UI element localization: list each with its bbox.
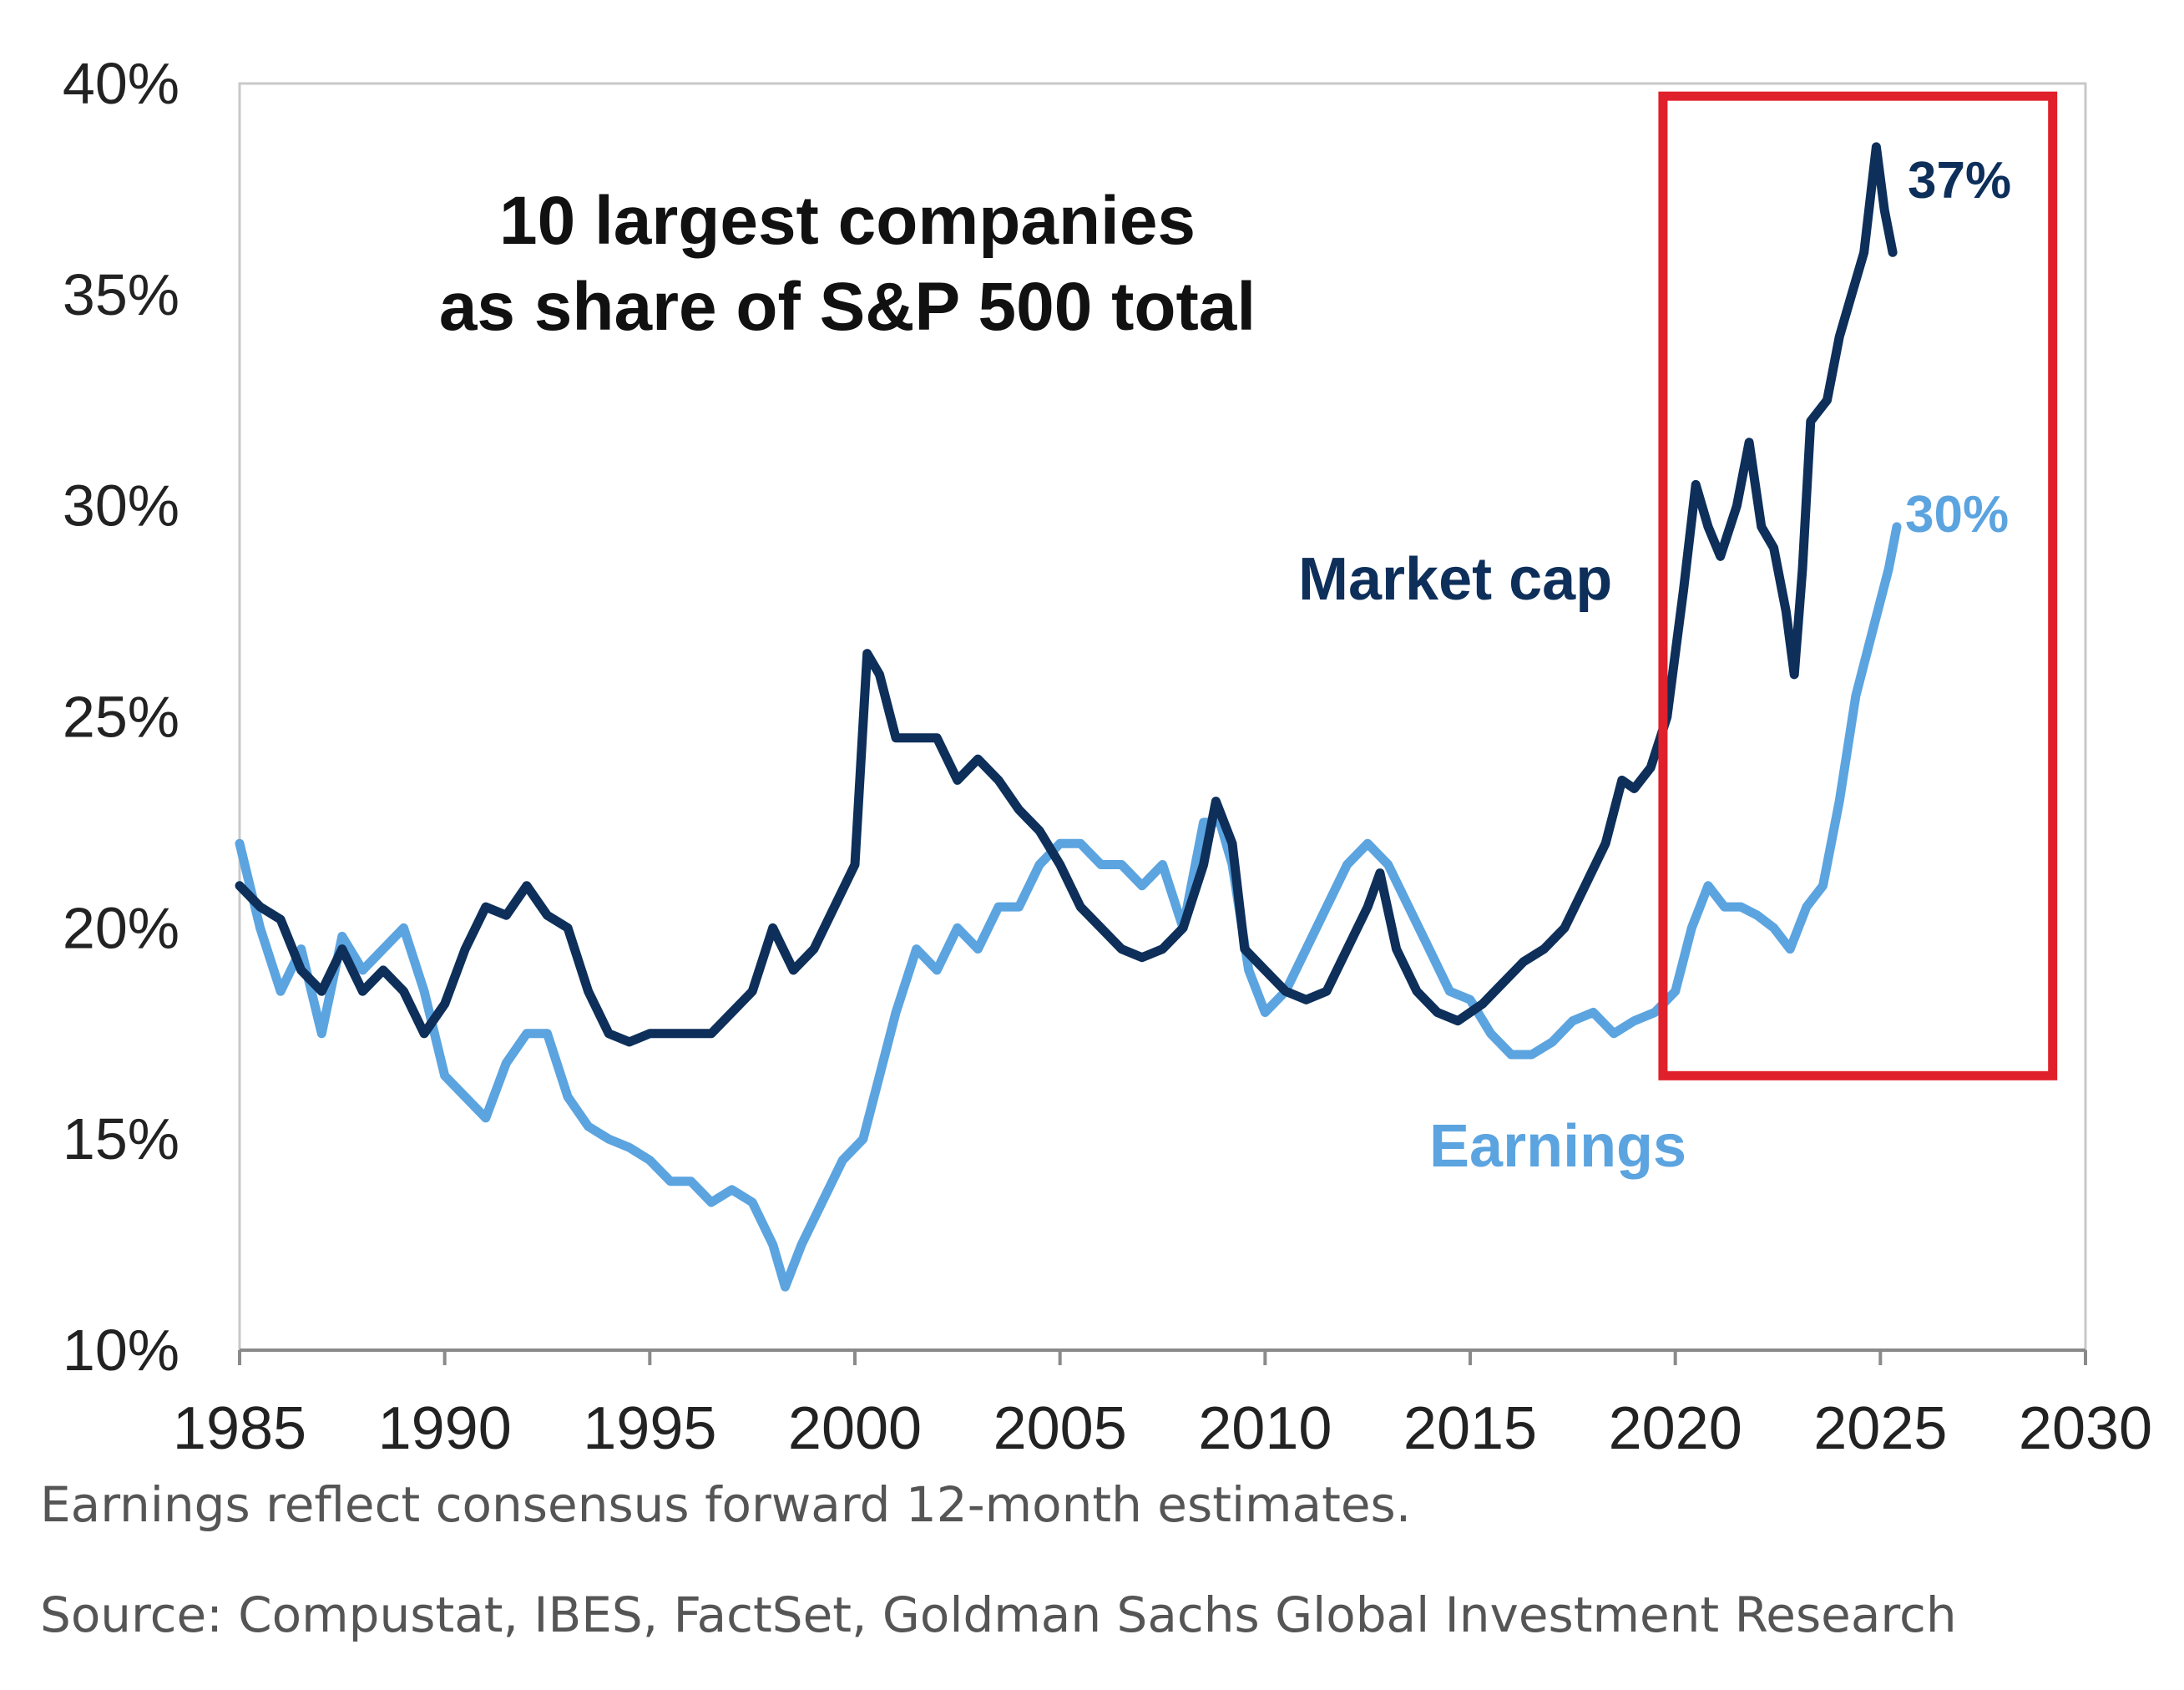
x-tick-label: 2020: [1609, 1395, 1742, 1462]
y-tick-label: 20%: [63, 895, 179, 960]
x-tick-label: 1995: [583, 1395, 716, 1462]
x-tick-label: 1985: [173, 1395, 306, 1462]
footnote-source: Source: Compustat, IBES, FactSet, Goldma…: [40, 1586, 1957, 1643]
chart-title-line-2: as share of S&P 500 total: [439, 269, 1256, 345]
series-line-earnings: [235, 522, 1902, 1292]
y-tick-label: 35%: [63, 262, 179, 327]
y-tick-label: 15%: [63, 1106, 179, 1171]
y-tick-label: 30%: [63, 473, 179, 539]
end-label-market-cap: 37%: [1908, 152, 2011, 210]
series-label-earnings: Earnings: [1429, 1113, 1686, 1180]
x-tick-label: 2000: [788, 1395, 922, 1462]
footnote-earnings: Earnings reflect consensus forward 12-mo…: [40, 1476, 1412, 1533]
x-tick-label: 2010: [1198, 1395, 1332, 1462]
x-tick-label: 1990: [378, 1395, 512, 1462]
end-label-earnings: 30%: [1905, 486, 2009, 544]
y-tick-label: 25%: [63, 685, 179, 750]
x-tick-label: 2025: [1813, 1395, 1947, 1462]
chart-title-line-1: 10 largest companies: [499, 183, 1196, 259]
y-tick-label: 10%: [63, 1318, 179, 1383]
series-label-market-cap: Market cap: [1298, 546, 1612, 613]
x-tick-label: 2030: [2019, 1395, 2152, 1462]
y-tick-label: 40%: [63, 51, 179, 116]
series-line-market-cap: [235, 142, 1898, 1047]
highlight-box: [1658, 91, 2058, 1080]
x-tick-label: 2015: [1403, 1395, 1537, 1462]
x-tick-label: 2005: [993, 1395, 1127, 1462]
